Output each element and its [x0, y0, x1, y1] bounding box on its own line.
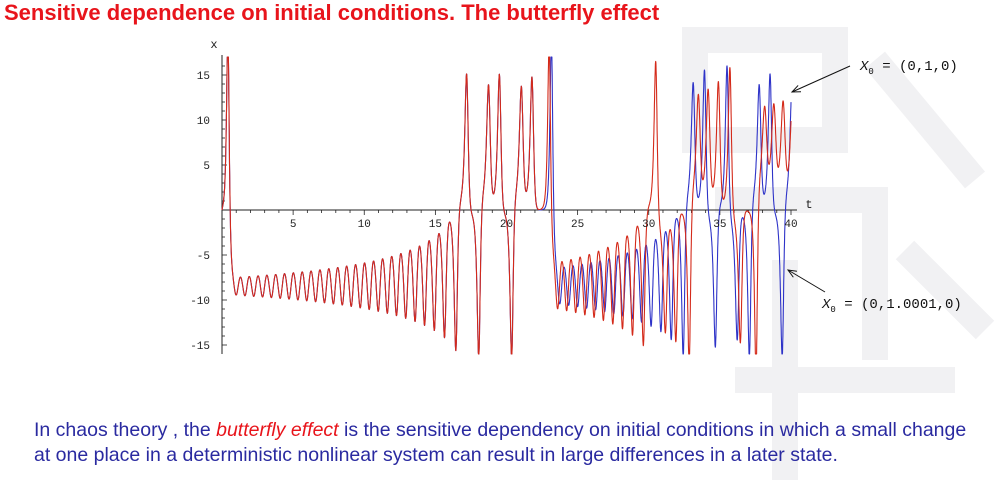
caption-text-after: is the sensitive dependency on initial c… — [34, 419, 967, 466]
x-tick-label: 20 — [500, 219, 513, 231]
x-tick-label: 30 — [642, 219, 655, 231]
series-line-x0-0-1.0001-0 — [221, 56, 792, 355]
chart-svg: 5 10 15 20 25 30 35 40 -15 -10 -5 5 10 15 t x X0 = (0,1,… — [190, 38, 962, 355]
series-line-x0-0-1-0 — [221, 56, 792, 355]
caption-text-before: In chaos theory , the — [34, 419, 217, 441]
x-tick-label: 25 — [571, 219, 584, 231]
y-tick-label: 15 — [197, 71, 210, 83]
axes-layer — [221, 55, 797, 354]
series-label-x0-0-1-0-text: X0 = (0,1,0) — [859, 59, 958, 77]
x-tick-label: 40 — [784, 219, 797, 231]
series-label-x0-0-1-0: X0 = (0,1,0) — [790, 59, 958, 93]
series-label-x0-0-1.0001-0-text: X0 = (0,1.0001,0) — [821, 297, 962, 315]
series-label-x0-0-1.0001-0-arrow — [787, 269, 826, 293]
caption-paragraph: In chaos theory , the butterfly effect i… — [34, 418, 984, 468]
series-label-x0-0-1.0001-0: X0 = (0,1.0001,0) — [786, 269, 962, 315]
slide-title: Sensitive dependence on initial conditio… — [4, 0, 660, 25]
series-label-x0-0-1.0001-0-arrowhead — [786, 269, 797, 278]
y-tick-label: 5 — [203, 161, 210, 173]
labels-layer: 5 10 15 20 25 30 35 40 -15 -10 -5 5 10 15 t x X0 = (0,1,… — [190, 38, 962, 353]
x-tick-label: 15 — [429, 219, 442, 231]
series-label-x0-0-1-0-arrowhead — [790, 85, 802, 93]
y-tick-label: -10 — [190, 296, 210, 308]
x-tick-label: 5 — [290, 219, 297, 231]
x-axis-label: t — [805, 198, 812, 212]
series-label-x0-0-1-0-arrow — [791, 65, 851, 93]
y-tick-label: 10 — [197, 116, 210, 128]
butterfly-effect-chart: 5 10 15 20 25 30 35 40 -15 -10 -5 5 10 15 t x X0 = (0,1,… — [150, 30, 995, 360]
caption-emphasis: butterfly effect — [216, 419, 339, 441]
y-axis-label: x — [210, 38, 217, 52]
y-tick-label: -5 — [197, 251, 210, 263]
y-tick-label: -15 — [190, 341, 210, 353]
series-layer — [221, 56, 792, 355]
x-tick-label: 35 — [713, 219, 726, 231]
x-tick-label: 10 — [358, 219, 371, 231]
